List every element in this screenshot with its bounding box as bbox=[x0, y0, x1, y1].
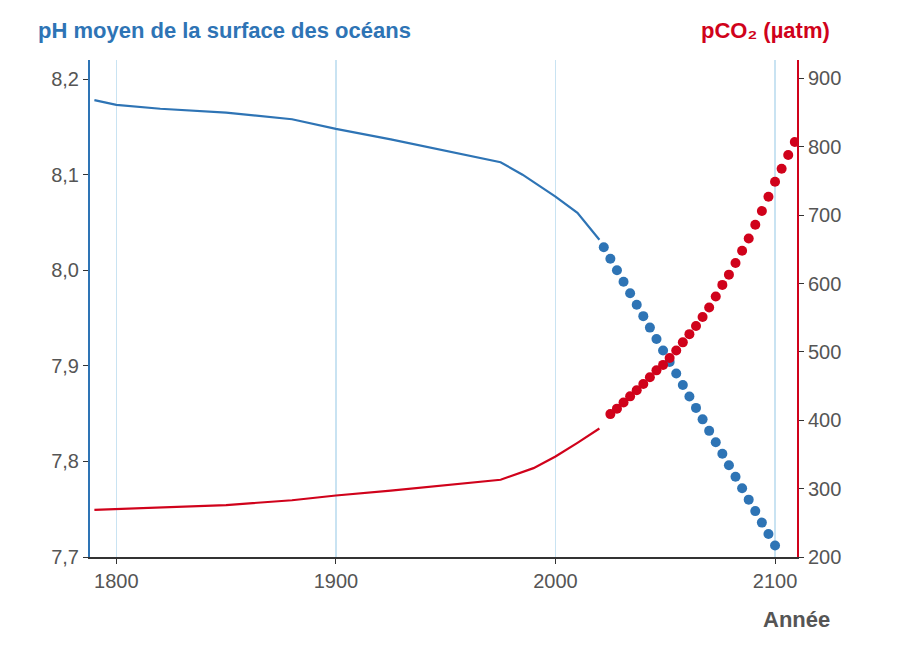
svg-text:800: 800 bbox=[808, 136, 841, 158]
svg-text:Année: Année bbox=[763, 607, 830, 632]
svg-text:pH moyen de la surface des océ: pH moyen de la surface des océans bbox=[38, 18, 411, 43]
svg-text:7,7: 7,7 bbox=[51, 546, 79, 568]
svg-text:8,0: 8,0 bbox=[51, 259, 79, 281]
svg-text:7,8: 7,8 bbox=[51, 450, 79, 472]
svg-text:300: 300 bbox=[808, 478, 841, 500]
svg-text:500: 500 bbox=[808, 341, 841, 363]
svg-text:600: 600 bbox=[808, 273, 841, 295]
svg-text:200: 200 bbox=[808, 546, 841, 568]
svg-text:8,1: 8,1 bbox=[51, 164, 79, 186]
svg-text:2100: 2100 bbox=[753, 570, 798, 592]
svg-text:900: 900 bbox=[808, 67, 841, 89]
svg-text:2000: 2000 bbox=[533, 570, 578, 592]
svg-text:8,2: 8,2 bbox=[51, 68, 79, 90]
svg-text:700: 700 bbox=[808, 204, 841, 226]
svg-text:pCO₂ (µatm): pCO₂ (µatm) bbox=[701, 18, 830, 43]
svg-text:1900: 1900 bbox=[314, 570, 359, 592]
svg-text:400: 400 bbox=[808, 409, 841, 431]
svg-text:7,9: 7,9 bbox=[51, 355, 79, 377]
svg-text:1800: 1800 bbox=[94, 570, 139, 592]
